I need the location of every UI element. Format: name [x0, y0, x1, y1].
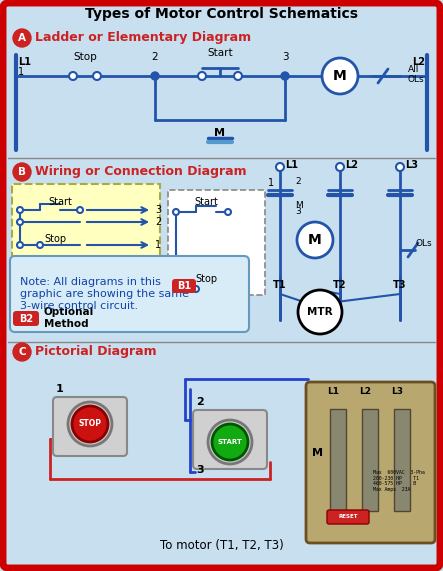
Circle shape: [17, 242, 23, 248]
Text: 3: 3: [295, 207, 301, 216]
Text: 2: 2: [196, 397, 204, 407]
FancyBboxPatch shape: [12, 184, 160, 328]
Circle shape: [13, 343, 31, 361]
Text: 3: 3: [282, 52, 288, 62]
Text: Stop: Stop: [73, 52, 97, 62]
Text: L1: L1: [285, 160, 298, 170]
Text: STOP: STOP: [78, 420, 101, 428]
Circle shape: [297, 222, 333, 258]
Text: L1: L1: [327, 388, 339, 396]
Circle shape: [69, 72, 77, 80]
Text: Wiring or Connection Diagram: Wiring or Connection Diagram: [35, 166, 247, 179]
Text: C: C: [18, 347, 26, 357]
Text: Start: Start: [194, 197, 218, 207]
Text: OLs: OLs: [408, 75, 425, 85]
FancyBboxPatch shape: [168, 190, 265, 295]
Circle shape: [281, 72, 289, 80]
Text: Ladder or Elementary Diagram: Ladder or Elementary Diagram: [35, 31, 251, 45]
Circle shape: [173, 286, 179, 292]
Text: B2: B2: [19, 313, 33, 324]
Text: M: M: [295, 200, 303, 210]
FancyBboxPatch shape: [3, 3, 440, 568]
FancyBboxPatch shape: [13, 311, 39, 326]
Text: 1: 1: [268, 178, 274, 188]
Text: Start: Start: [48, 197, 72, 207]
Text: To motor (T1, T2, T3): To motor (T1, T2, T3): [159, 540, 284, 553]
FancyBboxPatch shape: [193, 410, 267, 469]
FancyBboxPatch shape: [53, 397, 127, 456]
Text: T3: T3: [393, 280, 407, 290]
Text: 2: 2: [152, 52, 158, 62]
Text: M: M: [312, 448, 323, 457]
Text: A: A: [18, 33, 26, 43]
Text: 1: 1: [155, 240, 161, 250]
FancyBboxPatch shape: [330, 409, 346, 511]
Text: 2: 2: [295, 178, 301, 187]
Circle shape: [151, 72, 159, 80]
Circle shape: [225, 209, 231, 215]
FancyBboxPatch shape: [10, 256, 249, 332]
Circle shape: [208, 420, 252, 464]
Circle shape: [13, 29, 31, 47]
Text: Types of Motor Control Schematics: Types of Motor Control Schematics: [85, 7, 358, 21]
Circle shape: [72, 406, 108, 442]
Text: L2: L2: [412, 57, 425, 67]
Circle shape: [212, 424, 248, 460]
FancyBboxPatch shape: [362, 409, 378, 511]
FancyBboxPatch shape: [327, 510, 369, 524]
FancyBboxPatch shape: [394, 409, 410, 511]
Circle shape: [198, 72, 206, 80]
Circle shape: [13, 163, 31, 181]
Text: Pictorial Diagram: Pictorial Diagram: [35, 345, 157, 359]
Circle shape: [276, 163, 284, 171]
Text: L3: L3: [391, 388, 403, 396]
Text: L2: L2: [359, 388, 371, 396]
Circle shape: [234, 72, 242, 80]
Text: START: START: [218, 439, 242, 445]
Text: M: M: [214, 128, 225, 138]
Circle shape: [37, 242, 43, 248]
Text: Stop: Stop: [195, 274, 218, 284]
Text: T2: T2: [333, 280, 347, 290]
Text: M: M: [333, 69, 347, 83]
Text: Stop: Stop: [44, 234, 66, 244]
Text: MTR: MTR: [307, 307, 333, 317]
Circle shape: [17, 207, 23, 213]
Text: Note: All diagrams in this
graphic are showing the same
3-wire control circuit.: Note: All diagrams in this graphic are s…: [20, 278, 189, 311]
Text: 3: 3: [196, 465, 204, 475]
Circle shape: [322, 58, 358, 94]
Text: B: B: [18, 167, 26, 177]
Text: Optional
Method: Optional Method: [44, 307, 94, 329]
Circle shape: [298, 290, 342, 334]
Text: L2: L2: [345, 160, 358, 170]
Circle shape: [173, 209, 179, 215]
Text: M: M: [308, 233, 322, 247]
Text: RESET: RESET: [338, 514, 358, 520]
FancyBboxPatch shape: [306, 382, 435, 543]
Circle shape: [396, 163, 404, 171]
Circle shape: [93, 72, 101, 80]
Circle shape: [68, 402, 112, 446]
Text: All: All: [408, 66, 420, 74]
FancyBboxPatch shape: [172, 279, 196, 293]
Text: 2: 2: [155, 217, 161, 227]
Text: L3: L3: [405, 160, 418, 170]
Circle shape: [77, 207, 83, 213]
Circle shape: [336, 163, 344, 171]
Text: Start: Start: [207, 48, 233, 58]
Text: Max  600VAC  3-Pha
200-230 HP    T1
460-575 HP    B
Max Amps  23A: Max 600VAC 3-Pha 200-230 HP T1 460-575 H…: [373, 470, 425, 492]
Circle shape: [17, 219, 23, 225]
Circle shape: [193, 286, 199, 292]
Text: L1: L1: [18, 57, 31, 67]
Text: T1: T1: [273, 280, 287, 290]
Text: OLs: OLs: [416, 239, 433, 248]
Text: 1: 1: [18, 67, 24, 77]
Text: B1: B1: [177, 281, 191, 291]
Text: 3: 3: [155, 205, 161, 215]
Text: 1: 1: [56, 384, 64, 394]
